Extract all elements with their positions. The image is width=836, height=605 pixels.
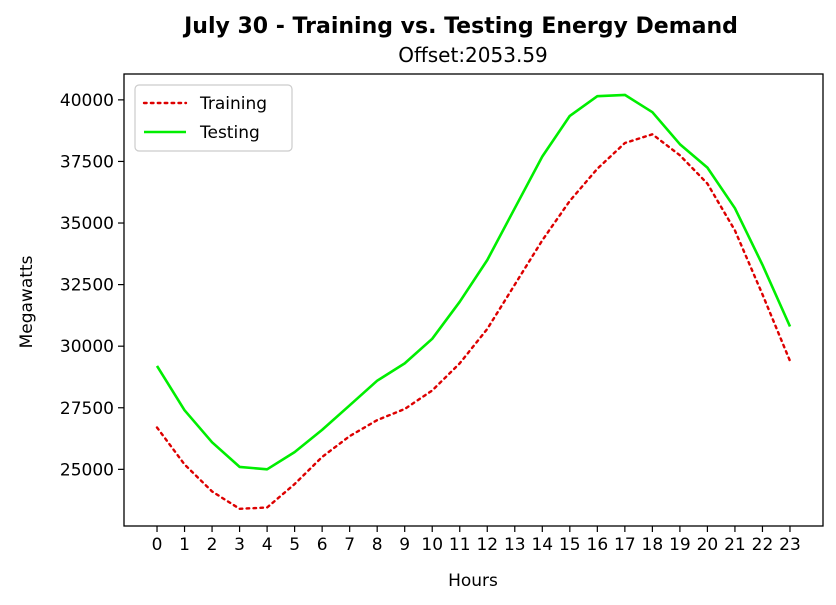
x-tick-label: 9 [399,535,410,555]
x-tick-label: 3 [234,535,245,555]
x-tick-label: 1 [179,535,190,555]
x-tick-label: 7 [344,535,355,555]
y-tick-label: 37500 [60,152,114,172]
plot-area: 0 1 2 3 4 5 6 7 8 9 10 11 12 13 14 15 16 17 18 19 20 21 22 2325… [60,73,824,555]
y-tick-label: 40000 [60,91,114,111]
x-tick-label: 16 [587,535,609,555]
x-tick-label: 12 [476,535,498,555]
x-tick-label: 15 [559,535,581,555]
legend-box [134,84,293,152]
x-tick-label: 11 [449,535,471,555]
series-line-testing [155,93,792,471]
x-tick-label: 8 [372,535,383,555]
x-tick-label: 13 [504,535,526,555]
x-tick-label: 19 [669,535,691,555]
legend-label-testing: Testing [199,123,260,143]
x-tick-label: 10 [421,535,443,555]
x-tick-label: 4 [262,535,273,555]
x-tick-label: 6 [317,535,328,555]
x-tick-label: 20 [697,535,719,555]
x-tick-label: 17 [614,535,636,555]
chart-title: July 30 - Training vs. Testing Energy De… [182,14,738,39]
y-tick-label: 25000 [60,460,114,480]
series-line-training [155,133,792,510]
x-tick-label: 5 [289,535,300,555]
x-tick-label: 0 [152,535,163,555]
x-tick-label: 23 [779,535,801,555]
x-tick-label: 22 [752,535,774,555]
plot-frame [123,73,824,527]
legend: Training Testing [134,84,293,152]
x-tick-label: 18 [642,535,664,555]
x-axis-label: Hours [448,571,498,591]
y-tick-label: 30000 [60,337,114,357]
x-tick-label: 21 [724,535,746,555]
legend-label-training: Training [199,94,267,114]
y-axis-label: Megawatts [17,255,37,348]
y-tick-label: 27500 [60,399,114,419]
x-tick-label: 14 [531,535,553,555]
y-tick-label: 32500 [60,276,114,296]
chart-subtitle: Offset:2053.59 [398,43,548,67]
y-tick-label: 35000 [60,214,114,234]
x-tick-label: 2 [207,535,218,555]
